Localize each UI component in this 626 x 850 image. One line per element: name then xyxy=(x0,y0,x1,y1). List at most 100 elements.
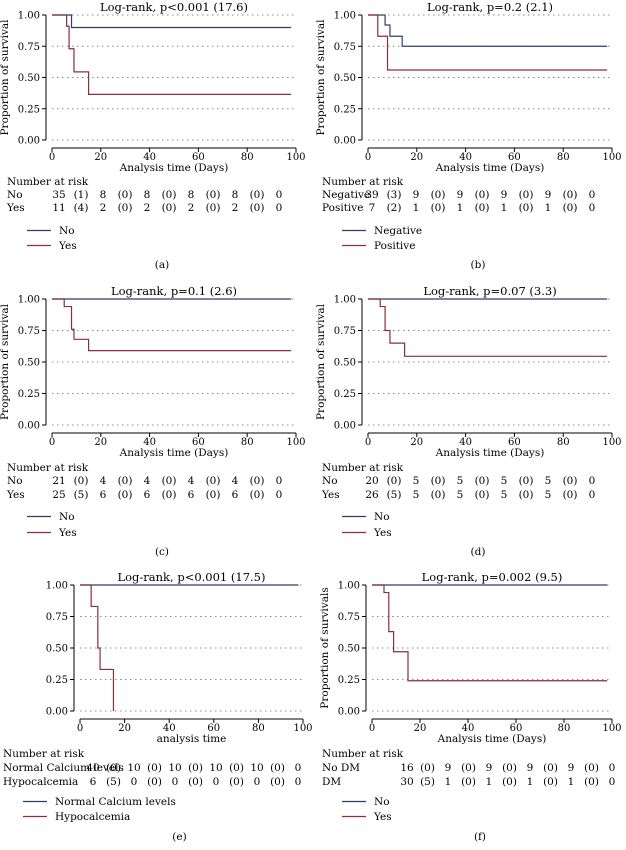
y-tick-label: 0.75 xyxy=(18,42,40,53)
risk-table-heading: Number at risk xyxy=(7,462,89,474)
y-axis-label: Proportion of survival xyxy=(315,19,327,136)
x-tick-label: 40 xyxy=(143,437,156,448)
y-tick-label: 0.50 xyxy=(46,644,68,655)
x-tick-label: 100 xyxy=(602,152,621,163)
panel-caption: (e) xyxy=(172,831,186,843)
risk-cell: 35 xyxy=(52,189,65,201)
legend-label: No xyxy=(59,225,75,237)
legend-label: Positive xyxy=(374,240,415,252)
x-tick-label: 40 xyxy=(459,437,472,448)
risk-cell: 1 xyxy=(545,202,552,214)
risk-cell: 4 xyxy=(232,475,239,487)
risk-cell: (5) xyxy=(74,489,89,501)
survival-curve-negative xyxy=(368,14,608,47)
x-tick-label: 20 xyxy=(94,152,107,163)
risk-cell: 21 xyxy=(52,475,65,487)
x-axis-label: Analysis time (Days) xyxy=(437,733,547,745)
y-tick-label: 0.25 xyxy=(338,675,360,686)
risk-cell: (0) xyxy=(250,489,265,501)
y-tick-label: 0.75 xyxy=(338,612,360,623)
risk-cell: 7 xyxy=(369,202,376,214)
risk-cell: (0) xyxy=(519,189,534,201)
panel-caption: (a) xyxy=(155,259,169,271)
risk-cell: 8 xyxy=(144,189,151,201)
risk-cell: (0) xyxy=(431,489,446,501)
risk-cell: 5 xyxy=(413,475,420,487)
risk-cell: (0) xyxy=(431,202,446,214)
legend-label: No xyxy=(59,511,75,523)
risk-cell: 6 xyxy=(188,489,195,501)
risk-cell: 9 xyxy=(501,189,508,201)
risk-table-heading: Number at risk xyxy=(322,176,404,188)
risk-table-heading: Number at risk xyxy=(322,462,404,474)
risk-cell: (0) xyxy=(118,202,133,214)
panel-title: Log-rank, p=0.1 (2.6) xyxy=(111,284,237,298)
risk-cell: (0) xyxy=(420,762,435,774)
x-tick-label: 100 xyxy=(286,152,305,163)
risk-cell: (0) xyxy=(206,475,221,487)
y-axis-label: Proportion of survival xyxy=(0,19,11,136)
x-tick-label: 80 xyxy=(557,152,570,163)
risk-cell: 8 xyxy=(188,189,195,201)
risk-cell: (0) xyxy=(519,475,534,487)
x-tick-label: 0 xyxy=(77,723,83,734)
risk-cell: 6 xyxy=(144,489,151,501)
risk-cell: 1 xyxy=(501,202,508,214)
x-tick-label: 60 xyxy=(508,152,521,163)
risk-table-heading: Number at risk xyxy=(3,748,85,760)
risk-cell: 1 xyxy=(568,776,575,788)
survival-curve-yes xyxy=(52,298,292,352)
risk-cell: 4 xyxy=(100,475,107,487)
risk-cell: 5 xyxy=(501,475,508,487)
risk-cell: (0) xyxy=(162,189,177,201)
risk-cell: (0) xyxy=(563,202,578,214)
km-panel-a: Log-rank, p<0.001 (17.6) 0.00 0.25 0.50 0.75… xyxy=(0,0,306,271)
x-tick-label: 60 xyxy=(508,437,521,448)
risk-row-label: Hypocalcemia xyxy=(3,776,78,788)
risk-cell: 2 xyxy=(232,202,239,214)
y-tick-label: 0.75 xyxy=(334,326,356,337)
risk-cell: 0 xyxy=(609,776,616,788)
y-tick-label: 0.50 xyxy=(18,73,40,84)
km-panel-d: Log-rank, p=0.07 (3.3) 0.00 0.25 0.50 0.75 1.… xyxy=(315,284,622,558)
risk-cell: 1 xyxy=(457,202,464,214)
y-axis-label: Proportion of survival xyxy=(0,303,11,420)
risk-cell: 1 xyxy=(486,776,493,788)
km-panel-c: Log-rank, p=0.1 (2.6) 0.00 0.25 0.50 0.75 1.0… xyxy=(0,284,306,558)
panel-title: Log-rank, p<0.001 (17.5) xyxy=(117,570,265,584)
risk-cell: 1 xyxy=(527,776,534,788)
y-tick-label: 1.00 xyxy=(334,295,356,306)
risk-cell: 0 xyxy=(276,202,283,214)
risk-cell: (0) xyxy=(250,189,265,201)
y-tick-label: 1.00 xyxy=(334,11,356,22)
risk-row-label: DM xyxy=(322,776,341,788)
risk-cell: 5 xyxy=(545,489,552,501)
y-tick-label: 0.25 xyxy=(46,675,68,686)
x-tick-label: 100 xyxy=(602,437,621,448)
risk-cell: (0) xyxy=(584,762,599,774)
panel-caption: (d) xyxy=(471,546,486,558)
x-tick-label: 100 xyxy=(286,437,305,448)
risk-cell: (0) xyxy=(250,202,265,214)
risk-cell: 0 xyxy=(276,475,283,487)
risk-cell: (0) xyxy=(563,475,578,487)
legend-label: Normal Calcium levels xyxy=(55,796,176,808)
legend-label: Negative xyxy=(374,225,422,237)
y-tick-label: 0.00 xyxy=(338,707,360,718)
risk-table-heading: Number at risk xyxy=(7,176,89,188)
risk-cell: 9 xyxy=(457,189,464,201)
y-tick-label: 0.50 xyxy=(18,358,40,369)
y-tick-label: 0.75 xyxy=(18,326,40,337)
risk-cell: (0) xyxy=(206,189,221,201)
risk-cell: 0 xyxy=(609,762,616,774)
risk-cell: (5) xyxy=(106,776,121,788)
risk-cell: 10 xyxy=(209,762,222,774)
risk-cell: (0) xyxy=(431,475,446,487)
risk-cell: 0 xyxy=(276,189,283,201)
y-tick-label: 0.75 xyxy=(334,42,356,53)
risk-cell: 6 xyxy=(232,489,239,501)
y-tick-label: 0.25 xyxy=(334,389,356,400)
risk-cell: (0) xyxy=(584,776,599,788)
x-tick-label: 0 xyxy=(369,723,375,734)
